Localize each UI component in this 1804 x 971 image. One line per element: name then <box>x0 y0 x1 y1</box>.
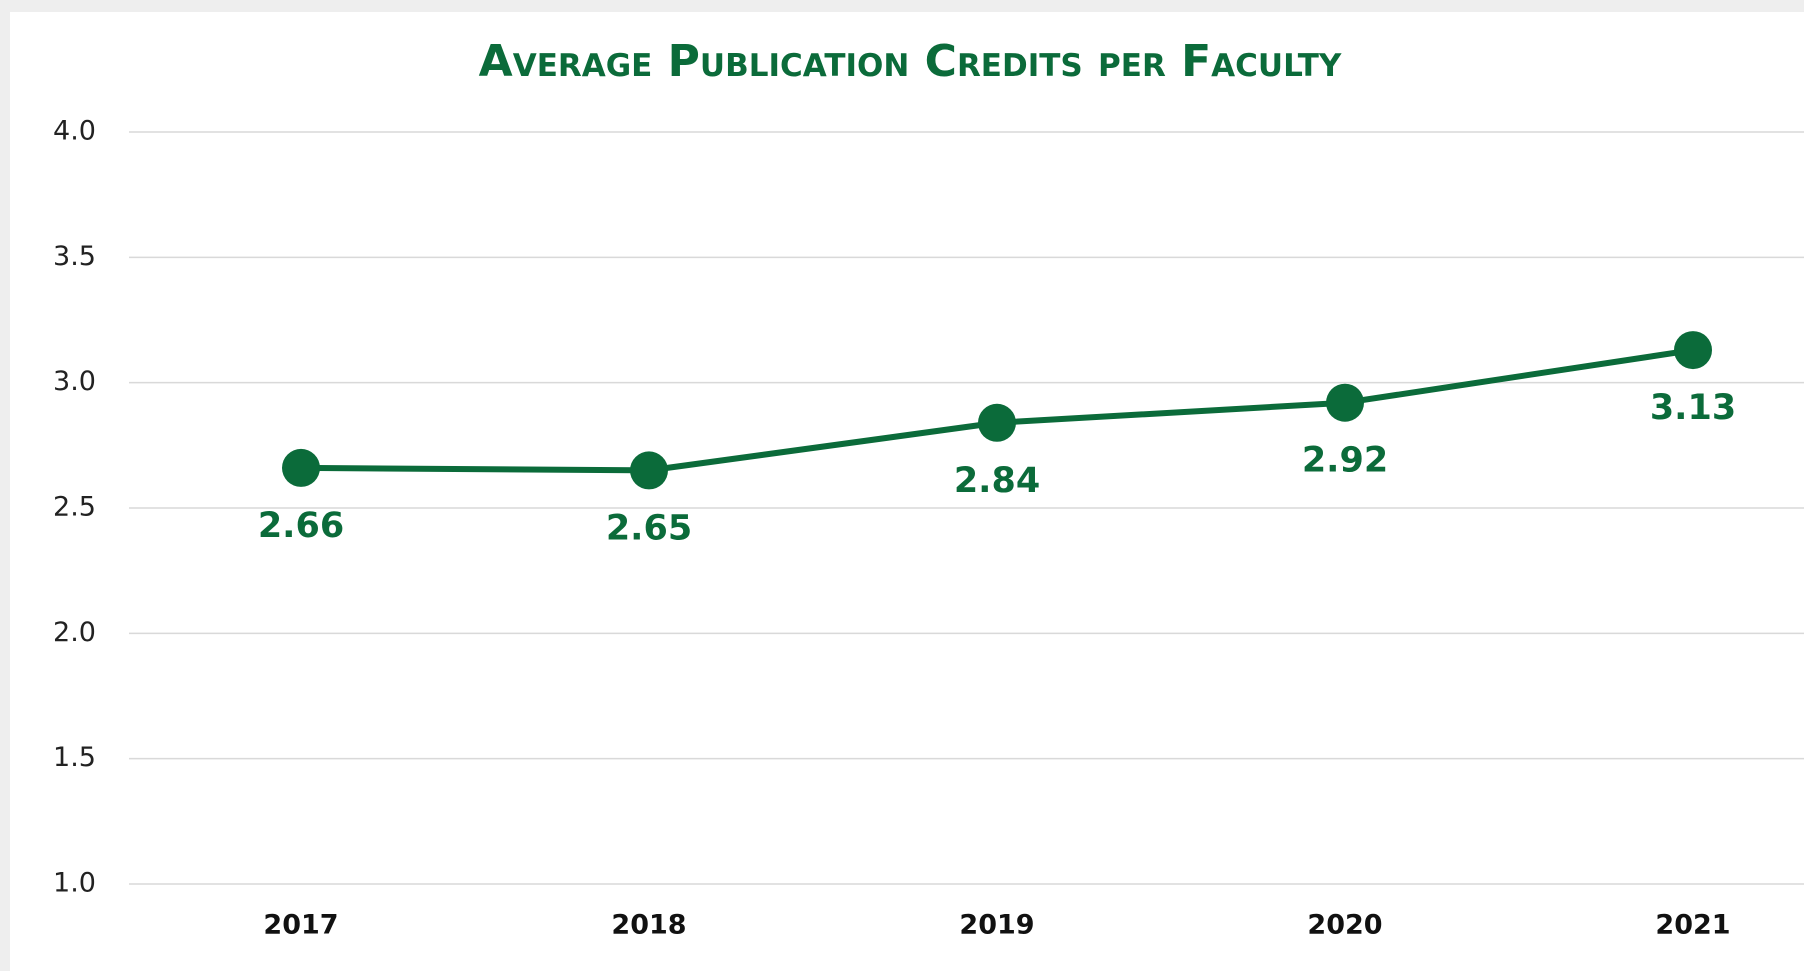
data-label: 3.13 <box>1650 388 1736 428</box>
x-tick-label: 2018 <box>611 910 686 941</box>
x-tick-label: 2019 <box>959 910 1034 941</box>
data-point <box>1326 383 1364 422</box>
data-label: 2.92 <box>1302 441 1388 481</box>
data-label: 2.65 <box>606 508 692 548</box>
y-tick-label: 1.5 <box>53 742 96 773</box>
data-point <box>630 451 668 490</box>
y-tick-label: 4.0 <box>53 116 96 147</box>
data-label: 2.84 <box>954 461 1040 501</box>
chart-title: Average Publication Credits per Faculty <box>479 36 1342 87</box>
data-label: 2.66 <box>258 506 344 546</box>
x-tick-label: 2020 <box>1307 910 1382 941</box>
data-point <box>1674 331 1712 370</box>
x-tick-label: 2017 <box>263 910 338 941</box>
data-point <box>978 403 1016 442</box>
y-tick-label: 3.5 <box>53 241 96 272</box>
data-point <box>282 448 320 487</box>
x-tick-label: 2021 <box>1655 910 1730 941</box>
chart-panel <box>10 12 1804 971</box>
y-tick-label: 2.5 <box>53 492 96 523</box>
y-tick-label: 1.0 <box>53 868 96 899</box>
y-tick-label: 3.0 <box>53 366 96 397</box>
y-tick-label: 2.0 <box>53 617 96 648</box>
